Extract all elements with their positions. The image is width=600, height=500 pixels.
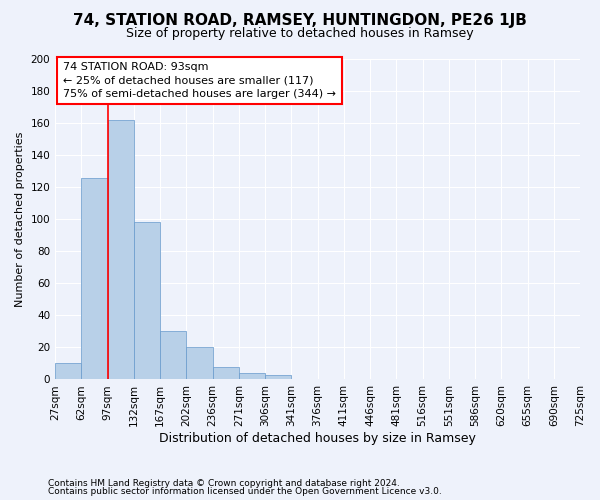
Text: 74, STATION ROAD, RAMSEY, HUNTINGDON, PE26 1JB: 74, STATION ROAD, RAMSEY, HUNTINGDON, PE… bbox=[73, 12, 527, 28]
Text: Contains public sector information licensed under the Open Government Licence v3: Contains public sector information licen… bbox=[48, 488, 442, 496]
Y-axis label: Number of detached properties: Number of detached properties bbox=[15, 132, 25, 307]
X-axis label: Distribution of detached houses by size in Ramsey: Distribution of detached houses by size … bbox=[159, 432, 476, 445]
Bar bbox=[265, 374, 292, 380]
Bar bbox=[134, 222, 160, 380]
Text: 74 STATION ROAD: 93sqm
← 25% of detached houses are smaller (117)
75% of semi-de: 74 STATION ROAD: 93sqm ← 25% of detached… bbox=[63, 62, 336, 98]
Bar bbox=[212, 366, 239, 380]
Text: Contains HM Land Registry data © Crown copyright and database right 2024.: Contains HM Land Registry data © Crown c… bbox=[48, 478, 400, 488]
Bar bbox=[239, 373, 265, 380]
Bar bbox=[160, 332, 187, 380]
Bar bbox=[82, 178, 107, 380]
Bar bbox=[187, 348, 212, 380]
Text: Size of property relative to detached houses in Ramsey: Size of property relative to detached ho… bbox=[126, 28, 474, 40]
Bar bbox=[55, 364, 82, 380]
Bar bbox=[107, 120, 134, 380]
